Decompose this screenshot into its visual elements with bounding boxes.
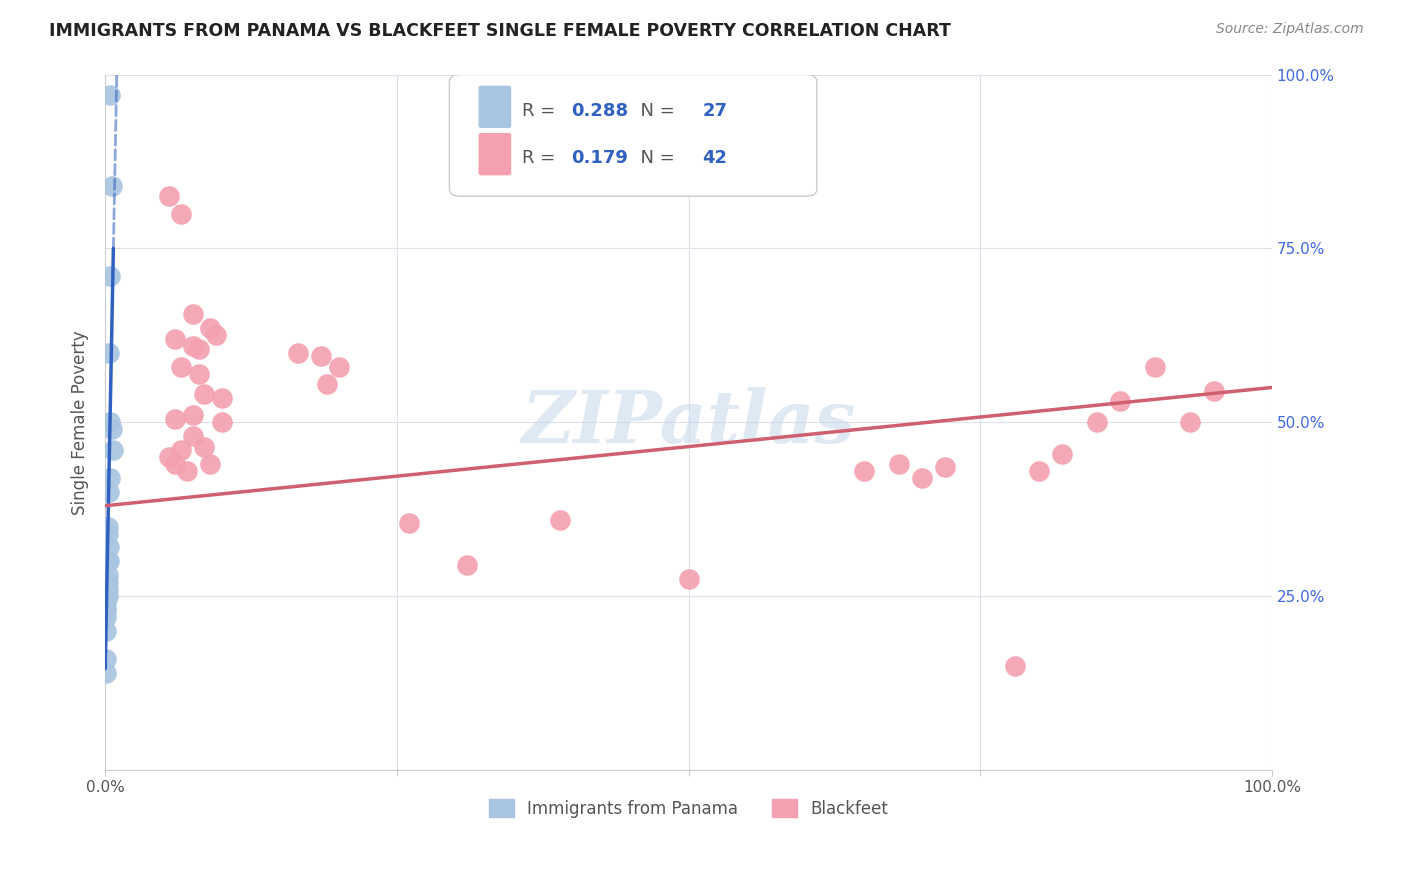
Point xyxy=(96,582,118,597)
Point xyxy=(1180,415,1202,429)
Point xyxy=(96,651,118,665)
Text: R =: R = xyxy=(522,102,561,120)
Point xyxy=(309,349,332,363)
Point xyxy=(101,422,124,436)
Point xyxy=(97,345,120,359)
Point xyxy=(170,206,193,220)
Point xyxy=(96,665,118,680)
Point xyxy=(96,610,118,624)
Point xyxy=(101,178,124,193)
Point xyxy=(165,457,187,471)
Point xyxy=(181,409,204,423)
Point xyxy=(181,339,204,353)
Point xyxy=(96,575,118,590)
Point xyxy=(97,484,120,499)
Point xyxy=(157,450,180,464)
Point xyxy=(1028,464,1050,478)
Point xyxy=(1004,658,1026,673)
FancyBboxPatch shape xyxy=(478,133,512,176)
Point xyxy=(1202,384,1225,398)
Point xyxy=(96,519,118,533)
FancyBboxPatch shape xyxy=(450,75,817,196)
Text: R =: R = xyxy=(522,149,561,167)
Point xyxy=(456,558,478,572)
Point xyxy=(1109,394,1132,409)
Text: 0.179: 0.179 xyxy=(571,149,627,167)
Point xyxy=(170,359,193,374)
Text: N =: N = xyxy=(628,102,681,120)
Point xyxy=(98,88,121,103)
Point xyxy=(200,457,222,471)
Point xyxy=(96,589,118,603)
Point xyxy=(98,471,121,485)
Text: Source: ZipAtlas.com: Source: ZipAtlas.com xyxy=(1216,22,1364,37)
Point xyxy=(187,367,209,381)
Point xyxy=(96,589,118,603)
Point xyxy=(157,189,180,203)
Point xyxy=(103,443,125,458)
Point xyxy=(200,321,222,335)
Text: 27: 27 xyxy=(703,102,727,120)
Point xyxy=(96,603,118,617)
Point xyxy=(96,568,118,582)
Point xyxy=(315,377,337,392)
Point xyxy=(211,391,233,405)
FancyBboxPatch shape xyxy=(478,86,512,128)
Point xyxy=(548,513,571,527)
Point xyxy=(96,554,118,568)
Point xyxy=(165,411,187,425)
Point xyxy=(1144,359,1167,374)
Point xyxy=(98,269,121,284)
Point xyxy=(98,415,121,429)
Point xyxy=(181,308,204,322)
Text: 42: 42 xyxy=(703,149,727,167)
Text: ZIPatlas: ZIPatlas xyxy=(522,387,856,458)
Point xyxy=(1050,446,1073,460)
Point xyxy=(287,345,309,359)
Text: N =: N = xyxy=(628,149,681,167)
Point xyxy=(934,460,956,475)
Point xyxy=(187,343,209,357)
Point xyxy=(170,443,193,458)
Point xyxy=(911,471,934,485)
Point xyxy=(96,624,118,638)
Point xyxy=(205,328,228,343)
Point xyxy=(398,516,420,530)
Point xyxy=(852,464,875,478)
Point xyxy=(176,464,198,478)
Point xyxy=(96,596,118,610)
Legend: Immigrants from Panama, Blackfeet: Immigrants from Panama, Blackfeet xyxy=(482,793,894,824)
Point xyxy=(96,526,118,541)
Point xyxy=(96,603,118,617)
Point xyxy=(181,429,204,443)
Point xyxy=(97,541,120,555)
Text: 0.288: 0.288 xyxy=(571,102,628,120)
Point xyxy=(887,457,910,471)
Y-axis label: Single Female Poverty: Single Female Poverty xyxy=(72,330,89,515)
Point xyxy=(1085,415,1108,429)
Point xyxy=(165,332,187,346)
Point xyxy=(97,554,120,568)
Point xyxy=(193,387,215,401)
Text: IMMIGRANTS FROM PANAMA VS BLACKFEET SINGLE FEMALE POVERTY CORRELATION CHART: IMMIGRANTS FROM PANAMA VS BLACKFEET SING… xyxy=(49,22,950,40)
Point xyxy=(96,589,118,603)
Point xyxy=(211,415,233,429)
Point xyxy=(328,359,350,374)
Point xyxy=(193,440,215,454)
Point xyxy=(678,572,700,586)
